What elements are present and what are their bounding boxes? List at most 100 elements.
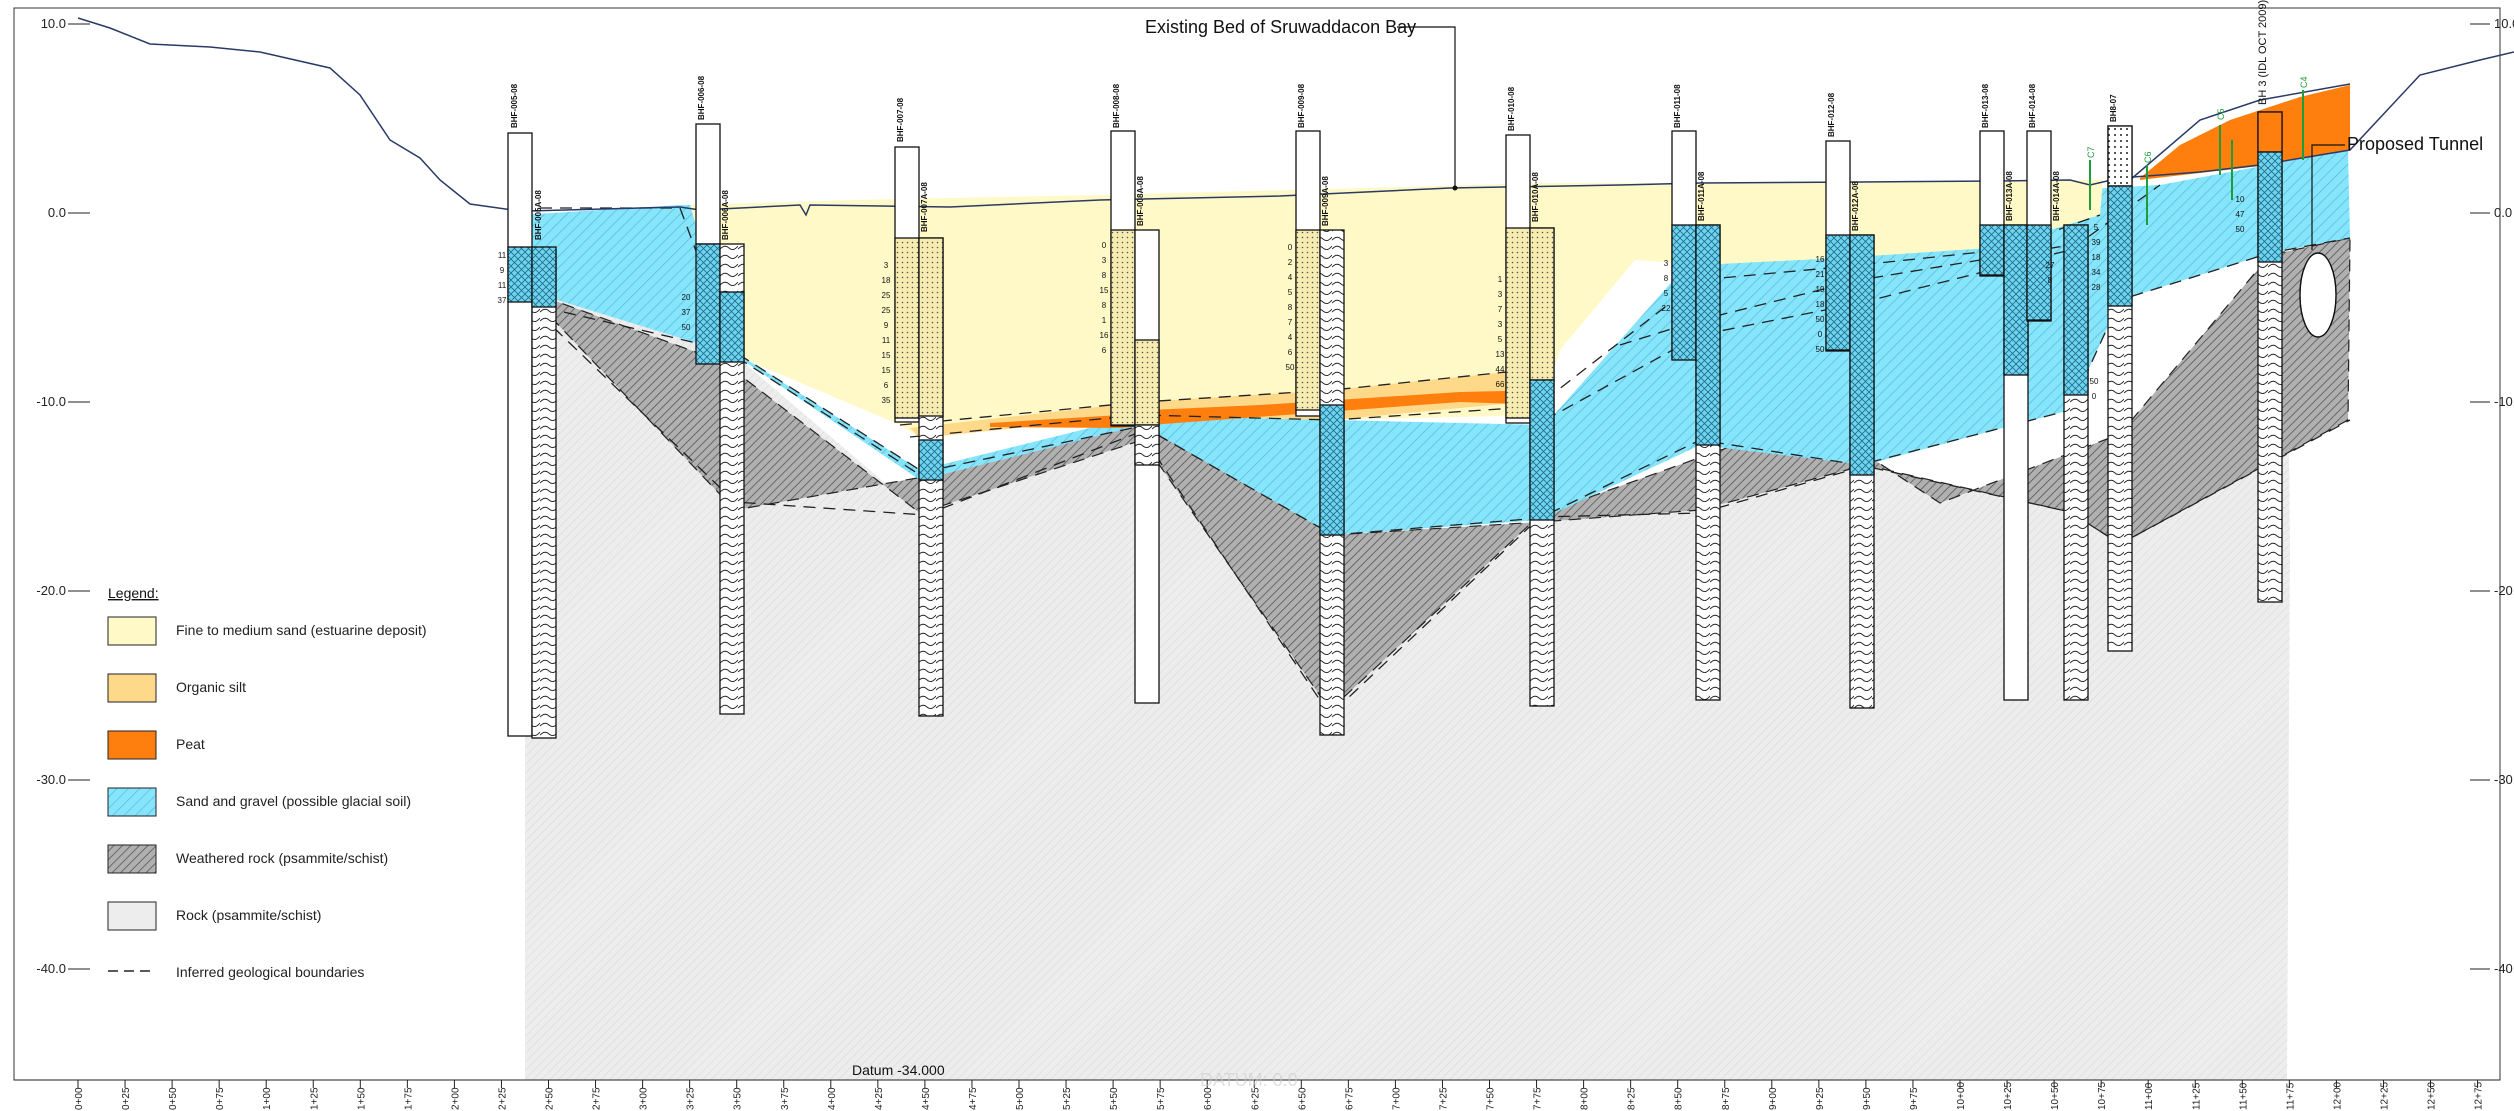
legend-label: Weathered rock (psammite/schist) <box>176 850 388 866</box>
spt-value: 3 <box>1102 256 1107 265</box>
proposed-tunnel <box>2299 252 2337 338</box>
chainage-label: 2+25 <box>497 1087 508 1110</box>
probes <box>2089 90 2304 225</box>
spt-value: 8 <box>1664 274 1669 283</box>
borehole-labels: BHF-005-08BHF-005A-081191137BHF-006-08BH… <box>498 75 2309 405</box>
probe-label: C6 <box>2143 151 2153 163</box>
chainage-label: 0+25 <box>121 1087 132 1110</box>
spt-value: 11 <box>498 281 507 290</box>
spt-value: 8 <box>2048 276 2053 285</box>
legend-title: Legend: <box>108 585 159 601</box>
chainage-label: 2+50 <box>545 1087 556 1110</box>
legend-swatch <box>107 673 157 703</box>
spt-value: 16 <box>1816 255 1825 264</box>
borehole-twin-id: BHF-014A-08 <box>2052 171 2061 221</box>
spt-value: 2 <box>1288 258 1293 267</box>
probe-label: C7 <box>2086 146 2096 158</box>
level-label: -40.0 <box>2494 961 2514 976</box>
chainage-label: 0+50 <box>168 1087 179 1110</box>
spt-value: 22 <box>1662 304 1671 313</box>
spt-value: 0 <box>1288 243 1293 252</box>
chainage-label: 3+00 <box>639 1087 650 1110</box>
legend-label: Organic silt <box>176 679 246 695</box>
layer-peat-hill <box>2140 85 2350 180</box>
spt-value: 20 <box>682 293 691 302</box>
level-axis-left: 10.0 0.0 -10.0 -20.0 -30.0 -40.0 <box>36 16 90 976</box>
chainage-label: 7+00 <box>1391 1087 1402 1110</box>
spt-value: 1 <box>1498 275 1503 284</box>
chainage-label: 12+50 <box>2427 1081 2438 1110</box>
spt-value: 5 <box>1498 335 1503 344</box>
chainage-label: 1+00 <box>262 1087 273 1110</box>
spt-value: 18 <box>1816 300 1825 309</box>
legend-swatch <box>107 730 157 760</box>
chainage-label: 11+25 <box>2191 1082 2202 1110</box>
chainage-label: 11+75 <box>2285 1082 2296 1110</box>
chainage-label: 1+25 <box>309 1087 320 1110</box>
chainage-label: 4+25 <box>874 1087 885 1110</box>
tunnel-label: Proposed Tunnel <box>2347 134 2483 154</box>
chainage-label: 1+75 <box>403 1087 414 1110</box>
spt-value: 5 <box>2094 223 2099 232</box>
title-leader <box>1397 26 1456 188</box>
chainage-label: 3+75 <box>780 1087 791 1110</box>
chainage-label: 8+25 <box>1627 1087 1638 1110</box>
legend-swatch <box>107 616 157 646</box>
spt-value: 18 <box>2092 253 2101 262</box>
chainage-label: 1+50 <box>356 1087 367 1110</box>
level-label: -10.0 <box>2494 394 2514 409</box>
spt-value: 15 <box>882 366 891 375</box>
chainage-label: 7+75 <box>1533 1087 1544 1110</box>
probe-label: C4 <box>2299 76 2309 88</box>
borehole-twin-id: BHF-012A-08 <box>1851 181 1860 231</box>
spt-value: 25 <box>882 306 891 315</box>
borehole-twin-id: BHF-011A-08 <box>1697 171 1706 221</box>
legend-label: Fine to medium sand (estuarine deposit) <box>176 622 427 638</box>
spt-value: 0 <box>1818 330 1823 339</box>
spt-value: 6 <box>1288 348 1293 357</box>
spt-value: 18 <box>882 276 891 285</box>
chainage-label: 9+25 <box>1815 1087 1826 1110</box>
borehole-twin-id: BHF-013A-08 <box>2005 171 2014 221</box>
spt-value: 19 <box>1816 285 1825 294</box>
hill-profile <box>2129 83 2351 181</box>
spt-value: 16 <box>1100 331 1109 340</box>
spt-value: 37 <box>682 308 691 317</box>
bh3-label: BH 3 (IDL OCT 2009) <box>2257 0 2269 105</box>
spt-value: 11 <box>882 336 891 345</box>
spt-value: 5 <box>1664 289 1669 298</box>
spt-value: 44 <box>1496 365 1505 374</box>
spt-value: 47 <box>2236 210 2245 219</box>
watermark: DATUM: 0.0 <box>1200 1070 1298 1090</box>
borehole-id: BHF-014-08 <box>2028 83 2037 128</box>
chainage-label: 5+75 <box>1156 1087 1167 1110</box>
chainage-label: 10+00 <box>1956 1081 1967 1110</box>
borehole-id: BHF-009-08 <box>1297 83 1306 128</box>
chainage-label: 4+75 <box>968 1087 979 1110</box>
chainage-label: 12+00 <box>2332 1081 2343 1110</box>
level-label: -20.0 <box>36 583 66 598</box>
level-label: 10.0 <box>2494 16 2514 31</box>
borehole-twin-id: BHF-009A-08 <box>1321 176 1330 226</box>
chainage-label: 8+75 <box>1721 1087 1732 1110</box>
spt-value: 10 <box>2236 195 2245 204</box>
spt-value: 6 <box>884 381 889 390</box>
legend: Legend: Fine to medium sand (estuarine d… <box>107 585 427 980</box>
spt-value: 0 <box>1102 241 1107 250</box>
chainage-label: 4+00 <box>827 1087 838 1110</box>
borehole-column <box>507 132 533 737</box>
spt-value: 39 <box>2092 238 2101 247</box>
legend-items: Fine to medium sand (estuarine deposit) O… <box>107 616 427 980</box>
legend-swatch <box>107 787 157 817</box>
spt-value: 9 <box>884 321 889 330</box>
chainage-label: 8+50 <box>1674 1087 1685 1110</box>
level-label: -20.0 <box>2494 583 2514 598</box>
chainage-label: 9+50 <box>1862 1087 1873 1110</box>
probe-label: C5 <box>2216 108 2226 120</box>
level-label: 0.0 <box>48 205 66 220</box>
spt-value: 6 <box>1102 346 1107 355</box>
spt-value: 66 <box>1496 380 1505 389</box>
legend-swatch <box>107 901 157 931</box>
legend-swatch <box>107 844 157 874</box>
chainage-label: 10+25 <box>2003 1081 2014 1110</box>
